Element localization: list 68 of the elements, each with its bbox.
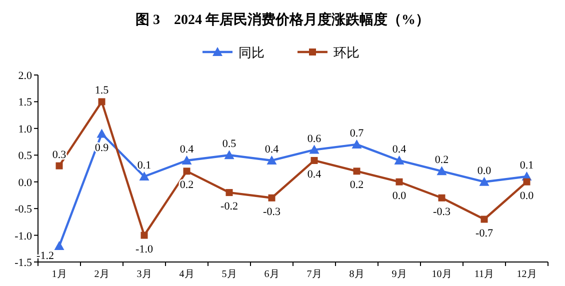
point [56,162,63,170]
point [268,194,276,202]
point [96,128,107,138]
point [436,166,447,176]
data-label: 0.2 [180,179,194,192]
point [394,155,404,164]
y-tick-label: 0.5 [18,150,32,162]
x-tick-label: 8月 [349,269,364,280]
point [523,178,530,186]
x-tick-label: 10月 [432,269,452,280]
point [54,240,64,250]
legend-label: 同比 [238,45,264,60]
point [396,178,403,186]
y-tick-label: -1.5 [14,257,32,269]
y-tick-label: -1.0 [14,230,32,242]
x-tick-label: 11月 [474,269,494,280]
x-tick-label: 3月 [136,269,152,280]
y-tick-label: 2.0 [18,70,32,82]
x-tick-label: 5月 [222,269,237,280]
data-label: -0.2 [220,200,238,213]
data-label: 0.6 [307,132,322,145]
point [309,144,320,154]
data-label: 0.1 [137,160,152,172]
data-label: 0.4 [264,143,280,156]
x-tick-label: 4月 [179,269,194,280]
point [139,172,150,181]
data-label: 0.4 [392,143,407,156]
data-label: 0.0 [477,164,492,177]
point [226,189,233,196]
point [266,155,277,164]
data-label: 0.5 [222,138,237,150]
data-label: 1.5 [94,84,110,97]
point [98,98,106,106]
x-tick-label: 1月 [52,269,67,280]
point [479,176,490,186]
data-label: 0.2 [434,154,449,166]
point [353,168,360,175]
legend-label: 环比 [334,45,360,60]
point [310,156,318,164]
x-tick-label: 12月 [516,269,537,280]
chart-title: 图 3 2024 年居民消费价格月度涨跌幅度（%） [136,11,430,28]
data-label: 0.2 [350,179,364,192]
data-label: -1.0 [136,243,154,256]
data-label: 0.3 [52,148,67,161]
point [352,139,362,148]
point [480,216,488,223]
data-label: 0.0 [392,190,407,202]
x-tick-label: 2月 [94,269,110,280]
data-label: 0.4 [180,143,194,156]
point [224,150,234,160]
point [438,194,446,202]
y-tick-label: 1.0 [18,123,32,136]
data-label: -0.3 [433,206,451,218]
data-label: 0.0 [520,190,534,202]
point [182,155,192,164]
data-label: 0.1 [520,160,534,172]
y-tick-label: 0.0 [18,176,32,189]
x-tick-label: 7月 [306,269,322,280]
y-tick-label: 1.5 [18,96,32,109]
data-label: 0.7 [350,127,364,140]
data-label: -0.7 [476,227,494,240]
data-label: -0.3 [263,206,281,218]
x-tick-label: 9月 [392,269,407,280]
x-tick-label: 6月 [264,269,280,280]
data-label: 0.4 [307,168,322,180]
point [140,232,148,239]
point [183,168,190,175]
y-tick-label: -0.5 [14,204,32,216]
